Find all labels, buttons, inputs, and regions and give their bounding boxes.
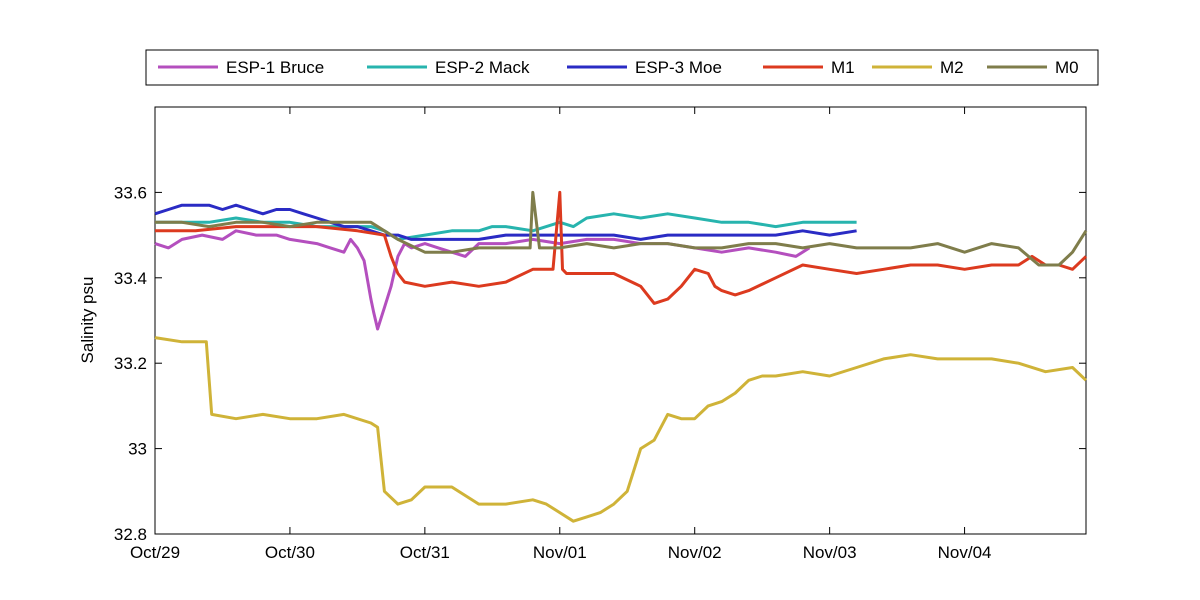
legend-label-2: ESP-3 Moe [635,58,722,77]
x-tick-label: Oct/31 [400,543,450,562]
plot-frame [154,106,1087,535]
y-tick-label: 33.6 [114,183,147,202]
x-tick-label: Nov/03 [803,543,857,562]
legend-label-1: ESP-2 Mack [435,58,530,77]
legend: ESP-1 Bruce ESP-2 Mack ESP-3 Moe M1 M2 M0 [145,49,1099,86]
series-layer [154,190,1088,523]
x-tick-label: Nov/01 [533,543,587,562]
y-axis: 32.8 33 33.2 33.4 33.6 [114,183,1086,544]
x-tick-label: Oct/30 [265,543,315,562]
x-axis: Oct/29 Oct/30 Oct/31 Nov/01 Nov/02 Nov/03 Nov/… [130,107,992,562]
legend-label-4: M2 [940,58,964,77]
y-tick-label: 33 [128,440,147,459]
y-tick-label: 32.8 [114,525,147,544]
legend-label-3: M1 [831,58,855,77]
series-line-1 [155,212,857,241]
series-line-4 [154,336,1088,523]
x-tick-label: Oct/29 [130,543,180,562]
series-line-5 [155,190,1088,267]
legend-label-5: M0 [1055,58,1079,77]
x-tick-label: Nov/04 [938,543,992,562]
x-tick-label: Nov/02 [668,543,722,562]
y-tick-label: 33.2 [114,354,147,373]
legend-label-0: ESP-1 Bruce [226,58,324,77]
plot-area: Oct/29 Oct/30 Oct/31 Nov/01 Nov/02 Nov/03 Nov/… [114,106,1088,562]
series-line-3 [155,190,1088,305]
series-line-2 [154,203,857,241]
y-axis-title: Salinity psu [78,277,97,364]
y-tick-label: 33.4 [114,269,147,288]
